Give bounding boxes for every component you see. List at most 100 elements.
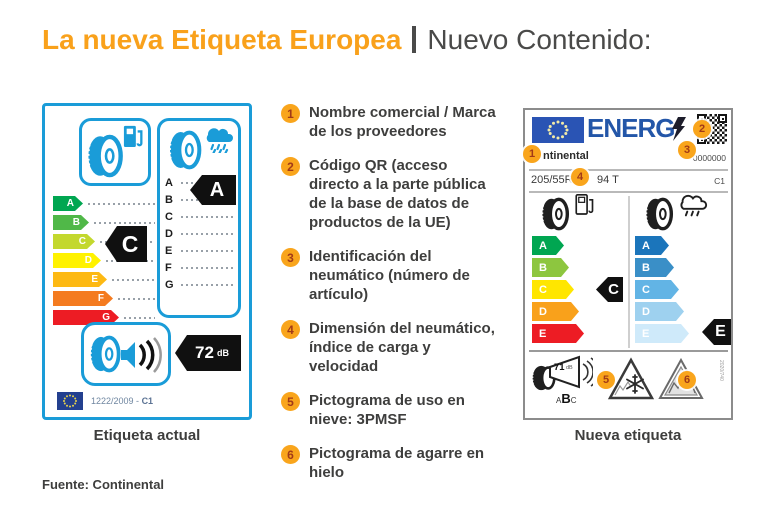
class-letter: B xyxy=(72,217,80,228)
brand-name: ntinental xyxy=(543,150,589,162)
list-item: 3 Identificación del neumático (número de… xyxy=(281,247,499,304)
callout-badge-1: 1 xyxy=(523,145,541,163)
new-fuel-scale: A B C D E xyxy=(532,236,622,346)
callout-badge-4: 4 xyxy=(571,168,589,186)
noise-class-a: A xyxy=(556,396,562,405)
title-highlight: La nueva Etiqueta Europea xyxy=(42,24,402,55)
old-label-caption: Etiqueta actual xyxy=(93,427,201,444)
class-arrow: F xyxy=(53,291,113,306)
class-letter: A xyxy=(642,239,650,252)
class-letter: E xyxy=(539,327,547,340)
old-regulation-text: 1222/2009 - C1 xyxy=(91,396,153,406)
list-item: 6 Pictograma de agarre en hielo xyxy=(281,444,499,482)
lightning-bolt-icon xyxy=(672,117,686,141)
class-letter: D xyxy=(84,255,92,266)
class-arrow: E xyxy=(635,324,689,343)
list-item: 4 Dimensión del neumático, índice de carg… xyxy=(281,319,499,376)
tire-icon xyxy=(169,130,202,170)
divider-line xyxy=(529,191,728,193)
tire-class: C1 xyxy=(714,176,725,186)
class-letter: B xyxy=(539,261,547,274)
class-arrow: B xyxy=(532,258,569,277)
note-text: Pictograma de agarre en hielo xyxy=(309,445,485,481)
class-letter: E xyxy=(165,245,173,257)
divider-line xyxy=(529,169,728,171)
noise-class-b: B xyxy=(561,391,571,406)
rain-cloud-icon xyxy=(680,194,708,217)
list-item: 5 Pictograma de uso en nieve: 3PMSF xyxy=(281,391,499,429)
class-arrow: G xyxy=(53,310,119,325)
new-tire-label: ENERG ntinental 0000000 205/55R 94 T C1 xyxy=(523,108,733,420)
class-arrow: A xyxy=(635,236,669,255)
noise-unit: dB xyxy=(216,348,229,358)
regulation-number: 1222/2009 - xyxy=(91,396,140,406)
tire-icon xyxy=(89,335,121,373)
noise-value: 72 xyxy=(195,343,214,362)
callout-badge-2: 2 xyxy=(693,120,711,138)
callout-badge-5: 5 xyxy=(597,371,615,389)
class-letter: C xyxy=(539,283,547,296)
number-badge: 3 xyxy=(281,248,300,267)
dotted-line xyxy=(181,216,235,218)
new-label-caption: Nueva etiqueta xyxy=(574,427,682,444)
load-speed-index: 94 T xyxy=(597,174,619,186)
old-fuel-rating-indicator: C xyxy=(105,226,147,262)
eu-flag-icon xyxy=(57,392,83,410)
callout-badge-6: 6 xyxy=(678,371,696,389)
dotted-line xyxy=(88,202,155,205)
noise-speaker-icon xyxy=(121,337,162,373)
dotted-line xyxy=(94,221,155,224)
old-fuel-icon-box xyxy=(79,118,151,186)
fuel-pump-icon xyxy=(575,194,594,215)
class-arrow: D xyxy=(53,253,101,268)
class-arrow: C xyxy=(53,234,95,249)
tire-icon xyxy=(531,365,556,391)
source-credit: Fuente: Continental xyxy=(42,477,165,492)
dotted-line xyxy=(124,316,155,319)
class-arrow: E xyxy=(532,324,584,343)
class-letter: C xyxy=(78,236,86,247)
class-arrow: D xyxy=(532,302,579,321)
energ-logo: ENERG xyxy=(587,113,675,143)
class-letter: C xyxy=(642,283,650,296)
noise-class-letters: ABC xyxy=(556,390,577,408)
note-text: Dimensión del neumático, índice de carga… xyxy=(309,320,495,375)
tire-icon xyxy=(87,134,123,178)
fuel-pump-icon xyxy=(123,125,143,147)
old-fuel-scale: A B C D E F G xyxy=(53,196,155,329)
tire-icon xyxy=(645,197,674,231)
number-badge: 1 xyxy=(281,104,300,123)
noise-megaphone-icon: 71 dB xyxy=(549,355,593,389)
class-arrow: C xyxy=(635,280,679,299)
dotted-line xyxy=(112,278,155,281)
tire-size: 205/55R xyxy=(531,174,573,186)
old-noise-box xyxy=(81,322,171,386)
number-badge: 2 xyxy=(281,157,300,176)
dotted-line xyxy=(118,297,155,300)
title-rest: Nuevo Contenido: xyxy=(427,24,652,55)
note-text: Identificación del neumático (número de … xyxy=(309,248,470,303)
regulation-side-text: 2020/740 xyxy=(718,360,724,381)
class-letter: B xyxy=(642,261,650,274)
old-tire-label: A B C D E F G C xyxy=(42,103,252,420)
list-item: 1 Nombre comercial / Marca de los proveed… xyxy=(281,103,499,141)
class-letter: A xyxy=(539,239,547,252)
number-badge: 6 xyxy=(281,445,300,464)
class-arrow: D xyxy=(635,302,684,321)
class-letter: D xyxy=(165,228,173,240)
number-badge: 5 xyxy=(281,392,300,411)
title-separator-bar xyxy=(412,26,417,53)
page-title: La nueva Etiqueta Europea Nuevo Contenido… xyxy=(42,24,652,56)
class-arrow: C xyxy=(532,280,574,299)
list-item: 2 Código QR (acceso directo a la parte pú… xyxy=(281,156,499,232)
class-arrow: A xyxy=(53,196,83,211)
class-letter: D xyxy=(539,305,547,318)
old-wet-grip-panel: A B C D E F G A xyxy=(157,118,241,318)
class-letter: F xyxy=(165,262,172,274)
note-text: Código QR (acceso directo a la parte púb… xyxy=(309,157,486,231)
product-number: 0000000 xyxy=(692,153,726,163)
class-arrow: B xyxy=(53,215,89,230)
noise-class-c: C xyxy=(570,396,577,405)
dotted-line xyxy=(181,267,235,269)
